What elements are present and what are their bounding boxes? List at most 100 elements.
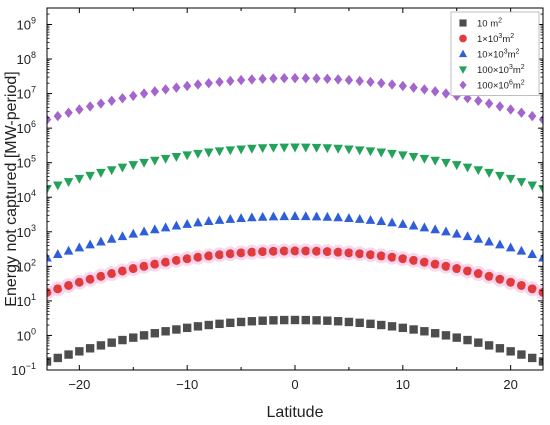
data-point	[322, 211, 333, 221]
series-1	[47, 315, 543, 366]
x-tick-label: −20	[68, 377, 90, 392]
data-point	[280, 73, 289, 84]
data-point	[214, 147, 225, 157]
data-point	[366, 319, 375, 329]
data-point	[268, 211, 279, 221]
data-point	[484, 236, 494, 246]
data-point	[74, 277, 84, 287]
data-point	[441, 158, 451, 168]
x-axis-title: Latitude	[267, 404, 324, 421]
data-point	[398, 254, 408, 264]
data-point	[538, 114, 543, 125]
data-point	[150, 86, 160, 97]
data-point	[161, 84, 170, 95]
legend-entry: 100×103m2	[458, 64, 525, 76]
data-point	[107, 269, 117, 279]
data-point	[236, 213, 246, 223]
data-point	[377, 320, 386, 330]
data-point	[128, 161, 139, 171]
data-point	[47, 114, 52, 125]
data-point	[430, 224, 440, 234]
data-layer	[47, 72, 543, 366]
legend-marker	[459, 80, 467, 90]
data-point	[258, 316, 267, 325]
data-point	[53, 110, 62, 122]
data-point	[365, 214, 376, 224]
data-point	[150, 329, 160, 338]
data-point	[182, 254, 192, 264]
data-point	[182, 80, 192, 92]
data-point	[344, 145, 354, 155]
data-point	[182, 151, 192, 161]
series-group	[47, 72, 543, 366]
data-point	[312, 316, 321, 325]
data-point	[409, 255, 419, 265]
data-point	[344, 317, 354, 327]
data-point	[214, 214, 225, 224]
legend: 10 m2 1×103m2 10×103m2 100×103m2 100×106m2	[450, 11, 540, 96]
y-tick-label: 109	[17, 15, 36, 32]
data-point	[74, 242, 85, 252]
legend-marker	[458, 66, 468, 74]
data-point	[538, 357, 543, 366]
data-point	[430, 86, 440, 97]
data-point	[333, 144, 343, 154]
data-point	[171, 153, 182, 162]
data-point	[527, 249, 538, 258]
data-point	[430, 329, 440, 338]
data-point	[236, 74, 246, 86]
data-point	[290, 72, 300, 84]
data-point	[387, 252, 397, 262]
legend-label: 100×103m2	[477, 64, 525, 76]
series-4	[47, 143, 543, 194]
data-point	[204, 251, 214, 261]
data-point	[323, 316, 332, 325]
data-point	[527, 181, 538, 191]
data-point	[247, 212, 257, 222]
data-point	[441, 88, 451, 99]
data-point	[408, 220, 419, 230]
data-point	[333, 74, 343, 85]
data-point	[96, 341, 106, 350]
legend-label: 100×106m2	[477, 80, 525, 92]
data-point	[53, 353, 62, 363]
data-point	[322, 144, 333, 154]
data-point	[333, 247, 343, 257]
data-point	[139, 261, 149, 271]
legend-marker	[459, 34, 467, 43]
data-point	[517, 350, 526, 359]
data-point	[215, 319, 224, 329]
data-point	[376, 251, 386, 261]
data-point	[387, 149, 397, 159]
data-point	[365, 147, 376, 157]
data-point	[333, 212, 343, 222]
data-point	[52, 249, 63, 258]
data-point	[117, 266, 127, 276]
data-point	[484, 98, 494, 109]
data-point	[441, 226, 451, 236]
data-point	[236, 317, 246, 327]
data-point	[107, 95, 116, 106]
data-point	[182, 218, 192, 228]
data-point	[204, 77, 213, 89]
data-point	[269, 73, 278, 84]
data-point	[160, 222, 171, 232]
legend-entry: 100×106m2	[459, 80, 525, 92]
data-point	[506, 347, 515, 356]
data-point	[63, 245, 74, 255]
data-point	[377, 77, 386, 89]
data-point	[117, 231, 128, 241]
data-point	[182, 323, 192, 333]
data-point	[74, 174, 85, 184]
data-point	[193, 252, 203, 262]
data-point	[365, 250, 375, 260]
series-2	[47, 243, 543, 300]
data-point	[225, 146, 236, 156]
data-point	[517, 107, 526, 118]
y-tick-label: 100	[17, 326, 36, 343]
data-point	[139, 158, 149, 168]
x-tick-label: 20	[503, 377, 517, 392]
legend-label: 1×103m2	[477, 33, 514, 45]
data-point	[484, 271, 494, 281]
